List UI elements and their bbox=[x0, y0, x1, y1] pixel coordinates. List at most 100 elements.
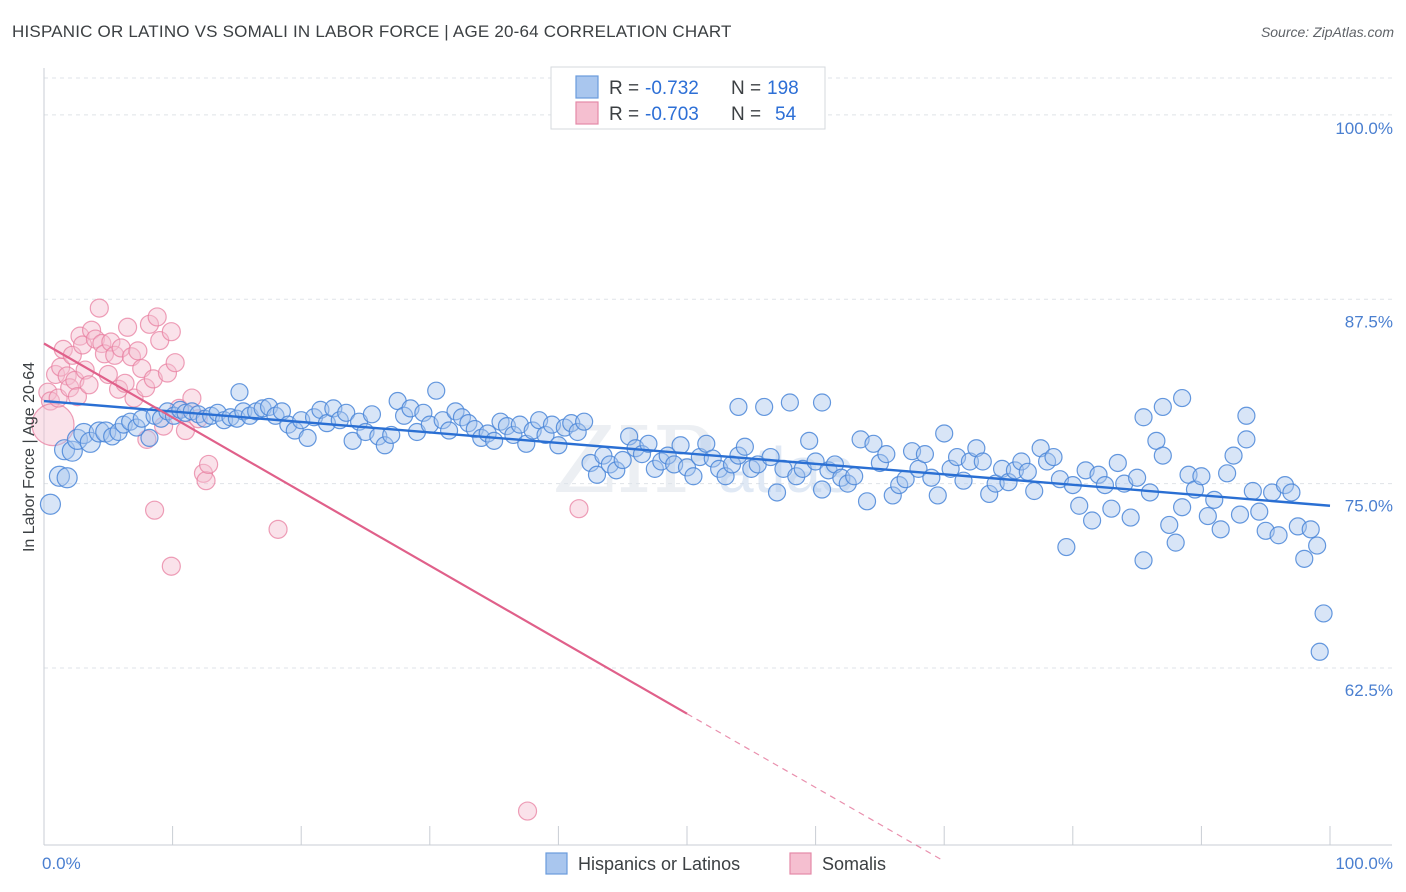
hispanic-point bbox=[575, 412, 594, 431]
hispanic-point bbox=[48, 465, 71, 487]
somali-point bbox=[139, 314, 160, 334]
hispanic-trend-line bbox=[43, 399, 1331, 507]
hispanic-point bbox=[88, 421, 110, 443]
hispanic-point bbox=[337, 403, 356, 422]
hispanic-point bbox=[230, 383, 249, 402]
hispanic-point bbox=[1198, 506, 1217, 526]
hispanic-point bbox=[607, 461, 626, 480]
hispanic-point bbox=[568, 422, 587, 442]
hispanic-point bbox=[1301, 520, 1320, 539]
hispanic-point bbox=[127, 418, 146, 437]
hispanic-point bbox=[928, 486, 947, 505]
x-tick-label-max: 100.0% bbox=[1335, 854, 1393, 873]
hispanic-point bbox=[1205, 490, 1224, 509]
hispanic-point bbox=[935, 424, 954, 443]
somali-point bbox=[79, 375, 99, 395]
y-axis-title: In Labor Force | Age 20-64 bbox=[21, 362, 38, 552]
hispanic-point bbox=[1018, 462, 1037, 481]
somali-point bbox=[569, 499, 589, 519]
hispanic-point bbox=[549, 436, 568, 455]
hispanic-point bbox=[1127, 468, 1147, 487]
somali-point bbox=[157, 363, 178, 383]
hispanic-point bbox=[780, 393, 799, 412]
hispanic-point bbox=[1314, 604, 1333, 623]
hispanic-point bbox=[620, 427, 639, 446]
hispanic-point bbox=[1237, 430, 1256, 449]
somali-point bbox=[161, 556, 181, 576]
hispanic-point bbox=[439, 421, 459, 440]
legend-r-value-2: -0.703 bbox=[645, 104, 699, 125]
hispanic-point bbox=[1173, 388, 1192, 408]
hispanic-point bbox=[1057, 537, 1076, 557]
y-tick-labels: 62.5% 75.0% 87.5% 100.0% bbox=[1335, 119, 1393, 700]
hispanic-point bbox=[1108, 453, 1127, 473]
legend-n-value-1: 198 bbox=[767, 78, 799, 99]
somali-point bbox=[67, 387, 88, 407]
legend-r-label-1: R = bbox=[609, 78, 639, 99]
somali-point bbox=[161, 322, 181, 342]
bottom-legend-label-somali: Somalis bbox=[822, 854, 886, 874]
hispanic-point bbox=[973, 452, 992, 471]
axes bbox=[43, 68, 1392, 846]
x-tick-labels: 0.0% 100.0% bbox=[42, 854, 1393, 873]
hispanic-point bbox=[427, 381, 446, 400]
hispanic-point bbox=[800, 431, 819, 450]
hispanic-point bbox=[1070, 496, 1089, 515]
hispanic-point bbox=[433, 411, 452, 430]
source-label: Source: ZipAtlas.com bbox=[1260, 24, 1394, 40]
hispanic-point bbox=[1044, 447, 1063, 467]
hispanic-point bbox=[394, 406, 414, 425]
somali-points bbox=[31, 298, 589, 821]
legend-n-value-2: 54 bbox=[775, 104, 797, 125]
bottom-legend-label-hispanic: Hispanics or Latinos bbox=[578, 854, 740, 874]
y-tick-label: 75.0% bbox=[1345, 497, 1393, 516]
y-tick-label: 62.5% bbox=[1345, 681, 1393, 700]
hispanic-point bbox=[1173, 498, 1192, 517]
legend-box: R = -0.732 N = 198 R = -0.703 N = 54 bbox=[550, 66, 826, 130]
trend-lines bbox=[43, 342, 1331, 862]
chart-title: HISPANIC OR LATINO VS SOMALI IN LABOR FO… bbox=[12, 22, 732, 41]
hispanic-point bbox=[1308, 536, 1327, 555]
hispanic-point bbox=[883, 486, 902, 505]
hispanic-point bbox=[375, 436, 394, 455]
hispanic-point bbox=[1095, 476, 1115, 495]
hispanic-point bbox=[1250, 502, 1269, 521]
hispanic-point bbox=[1230, 505, 1250, 524]
legend-n-label-1: N = bbox=[731, 78, 761, 99]
hispanic-point bbox=[1082, 511, 1102, 530]
somali-point bbox=[165, 353, 185, 373]
somali-point bbox=[144, 500, 165, 520]
hispanic-point bbox=[838, 474, 857, 493]
somali-point bbox=[143, 369, 163, 389]
hispanic-point bbox=[755, 397, 774, 417]
hispanic-point bbox=[61, 440, 83, 462]
hispanic-point bbox=[1282, 483, 1301, 502]
hispanic-point bbox=[1134, 551, 1153, 570]
hispanic-point bbox=[171, 400, 190, 419]
hispanic-point bbox=[877, 445, 896, 464]
somali-point bbox=[196, 471, 216, 491]
somali-point bbox=[517, 801, 538, 821]
hispanic-point bbox=[1310, 642, 1329, 661]
hispanic-point bbox=[1243, 481, 1262, 501]
somali-trend-extension bbox=[686, 713, 945, 862]
hispanic-point bbox=[812, 393, 832, 412]
hispanic-point bbox=[716, 467, 735, 486]
bottom-legend-swatch-pink bbox=[789, 852, 812, 875]
hispanic-point bbox=[980, 484, 999, 504]
hispanic-point bbox=[343, 431, 362, 450]
hispanic-point bbox=[1025, 481, 1044, 501]
hispanic-point bbox=[735, 437, 754, 456]
hispanic-point bbox=[845, 467, 864, 486]
hispanic-point bbox=[485, 431, 504, 450]
hispanic-point bbox=[787, 467, 806, 486]
hispanic-point bbox=[1237, 406, 1256, 425]
hispanic-point bbox=[1121, 508, 1140, 527]
somali-point bbox=[31, 403, 75, 447]
hispanic-point bbox=[729, 397, 748, 417]
hispanic-point bbox=[864, 434, 883, 453]
y-tick-label: 100.0% bbox=[1335, 119, 1393, 138]
hispanic-point bbox=[1269, 526, 1288, 545]
hispanic-point bbox=[362, 405, 382, 424]
